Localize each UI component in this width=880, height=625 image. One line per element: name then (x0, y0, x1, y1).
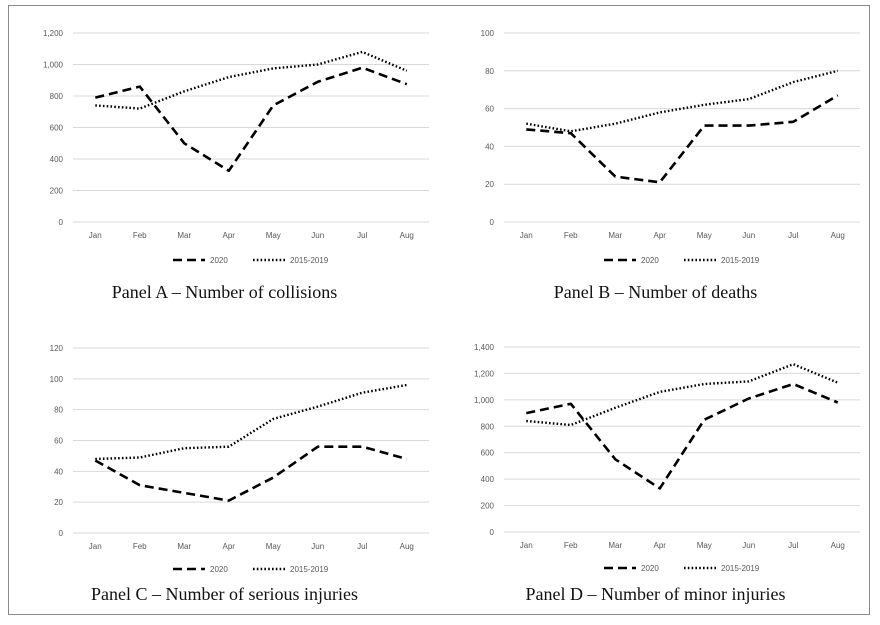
panel-a: 0 200 400 600 800 1,000 1,200 Jan Feb Mar Apr May Ju… (9, 6, 440, 311)
y-tick-label: 60 (485, 105, 494, 114)
y-tick-label: 1,400 (474, 343, 495, 352)
x-tick-label: Feb (133, 542, 147, 551)
data-point (703, 104, 705, 106)
y-tick-label: 800 (481, 422, 495, 431)
series-line-2020 (94, 66, 408, 173)
series-line-2020 (526, 94, 839, 184)
x-tick-label: Jan (89, 231, 102, 240)
series-line-2015-2019 (95, 383, 408, 461)
x-tick-label: Apr (223, 542, 236, 551)
x-tick-label: Apr (654, 231, 667, 240)
x-tick-label: May (697, 231, 712, 240)
y-tick-label: 100 (481, 29, 495, 38)
x-tick-label: Jun (311, 542, 324, 551)
x-tick-label: Apr (654, 541, 667, 550)
legend-label: 2015-2019 (290, 256, 329, 265)
y-tick-label: 1,200 (43, 29, 64, 38)
y-tick-label: 1,000 (474, 396, 495, 405)
x-tick-label: Jul (357, 231, 367, 240)
y-tick-label: 1,000 (43, 61, 64, 70)
x-tick-label: Aug (831, 231, 845, 240)
data-point (272, 104, 274, 106)
panel-c: 0 20 40 60 80 100 120 Jan Feb Mar Apr May Jun Jul Aug 2… (9, 316, 440, 616)
y-tick-label: 60 (54, 437, 63, 446)
y-tick-label: 200 (50, 187, 64, 196)
y-tick-label: 80 (54, 406, 63, 415)
x-tick-label: Aug (400, 542, 414, 551)
panel-a-chart: 0 200 400 600 800 1,000 1,200 Jan Feb Mar Apr May Ju… (43, 29, 429, 265)
x-tick-label: Mar (177, 542, 191, 551)
y-tick-label: 20 (54, 498, 63, 507)
x-tick-label: Jun (742, 541, 755, 550)
x-tick-label: May (266, 231, 281, 240)
y-tick-label: 80 (485, 67, 494, 76)
y-tick-label: 0 (490, 528, 495, 537)
x-tick-label: Jan (520, 231, 533, 240)
panel-d-chart: 0 200 400 600 800 1,000 1,200 1,400 Jan Feb Mar Apr… (474, 343, 860, 573)
panel-a-caption: Panel A – Number of collisions (111, 282, 338, 302)
x-tick-label: Feb (564, 541, 578, 550)
x-tick-label: May (697, 541, 712, 550)
legend-label: 2015-2019 (721, 564, 760, 573)
data-point (139, 456, 141, 458)
legend-label: 2020 (641, 564, 659, 573)
legend-label: 2015-2019 (290, 565, 329, 574)
legend-label: 2020 (210, 565, 228, 574)
x-tick-label: Mar (608, 541, 622, 550)
x-tick-label: Aug (831, 541, 845, 550)
data-point (361, 445, 363, 447)
y-tick-label: 0 (59, 218, 64, 227)
y-tick-label: 40 (54, 467, 63, 476)
data-point (659, 181, 661, 183)
x-tick-label: Jan (520, 541, 533, 550)
x-tick-label: Jul (357, 542, 367, 551)
figure: 0 200 400 600 800 1,000 1,200 Jan Feb Mar Apr May Ju… (8, 5, 870, 615)
y-tick-label: 0 (490, 218, 495, 227)
panel-c-caption: Panel C – Number of serious injuries (91, 584, 358, 604)
series-line-2015-2019 (95, 50, 408, 110)
x-tick-label: Jul (788, 541, 798, 550)
x-tick-label: May (266, 542, 281, 551)
x-tick-label: Aug (400, 231, 414, 240)
data-point (361, 66, 363, 68)
panel-b-caption: Panel B – Number of deaths (553, 282, 758, 302)
series-line-2020 (526, 382, 839, 490)
y-tick-label: 20 (485, 180, 494, 189)
y-tick-label: 400 (50, 155, 64, 164)
x-tick-label: Jun (311, 231, 324, 240)
x-tick-label: Feb (133, 231, 147, 240)
x-tick-label: Mar (608, 231, 622, 240)
series-line-2020 (94, 445, 408, 502)
y-tick-label: 40 (485, 142, 494, 151)
y-tick-label: 120 (50, 344, 64, 353)
y-tick-label: 100 (50, 375, 64, 384)
data-point (183, 492, 185, 494)
panel-b-chart: 0 20 40 60 80 100 Jan Feb Mar Apr May Jun Jul Aug 2020… (481, 29, 860, 265)
y-tick-label: 800 (50, 92, 64, 101)
y-tick-label: 1,200 (474, 369, 495, 378)
legend-label: 2020 (641, 256, 659, 265)
x-tick-label: Mar (177, 231, 191, 240)
x-tick-label: Jun (742, 231, 755, 240)
x-tick-label: Feb (564, 231, 578, 240)
y-tick-label: 600 (481, 449, 495, 458)
panel-d: 0 200 400 600 800 1,000 1,200 1,400 Jan Feb Mar Apr… (440, 316, 871, 616)
y-tick-label: 0 (59, 529, 64, 538)
data-point (659, 391, 661, 393)
y-tick-label: 400 (481, 475, 495, 484)
legend-label: 2020 (210, 256, 228, 265)
x-tick-label: Apr (223, 231, 236, 240)
y-tick-label: 600 (50, 124, 64, 133)
panel-d-caption: Panel D – Number of minor injuries (525, 584, 786, 604)
x-tick-label: Jul (788, 231, 798, 240)
panel-b: 0 20 40 60 80 100 Jan Feb Mar Apr May Jun Jul Aug 2020… (440, 6, 871, 311)
y-tick-label: 200 (481, 502, 495, 511)
data-point (792, 383, 794, 385)
x-tick-label: Jan (89, 542, 102, 551)
panel-c-chart: 0 20 40 60 80 100 120 Jan Feb Mar Apr May Jun Jul Aug 2… (50, 344, 429, 574)
legend-label: 2015-2019 (721, 256, 760, 265)
